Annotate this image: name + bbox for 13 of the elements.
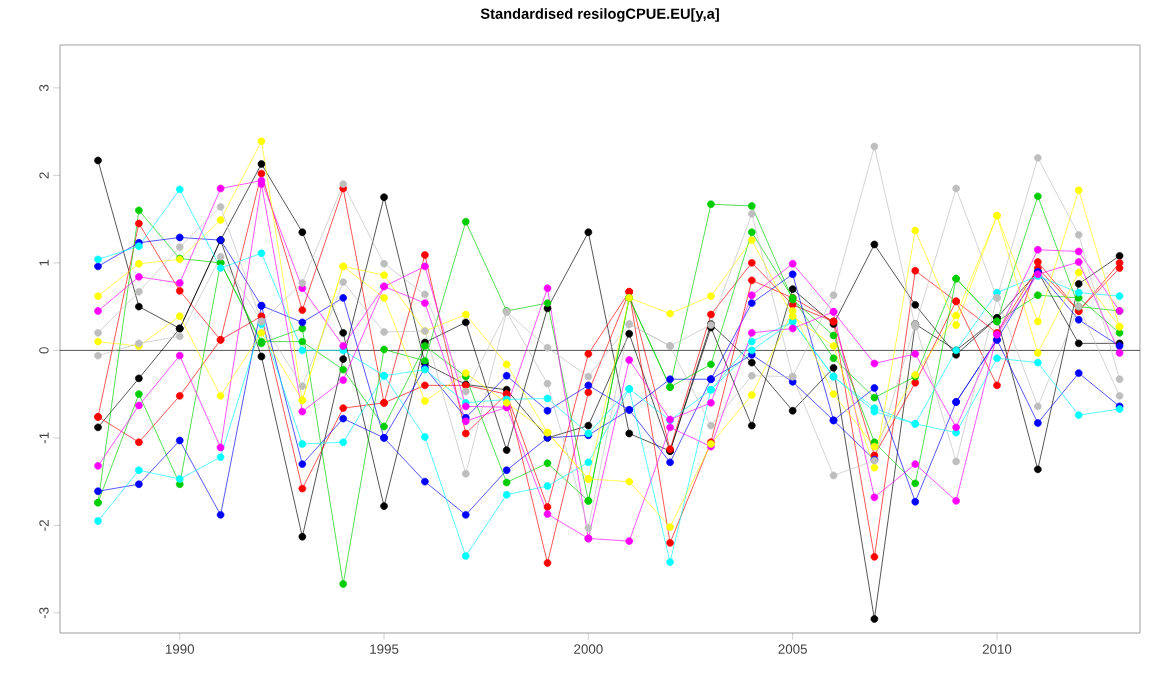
x-tick-label: 1990	[165, 644, 195, 654]
y-tick-label: 1	[39, 259, 49, 266]
x-tick-label: 2005	[778, 644, 807, 654]
y-tick-label: 3	[39, 84, 49, 92]
x-tick-label: 2010	[982, 644, 1012, 654]
y-tick-label: -2	[39, 520, 49, 531]
y-tick-label: 0	[39, 347, 49, 354]
y-tick-label: 2	[39, 172, 49, 179]
y-tick-label: -3	[39, 607, 49, 619]
y-tick-label: -1	[39, 432, 49, 444]
x-tick-label: 2000	[574, 644, 603, 654]
x-tick-label: 1995	[370, 644, 399, 654]
chart-title: Standardised resilogCPUE.EU[y,a]	[480, 8, 719, 22]
